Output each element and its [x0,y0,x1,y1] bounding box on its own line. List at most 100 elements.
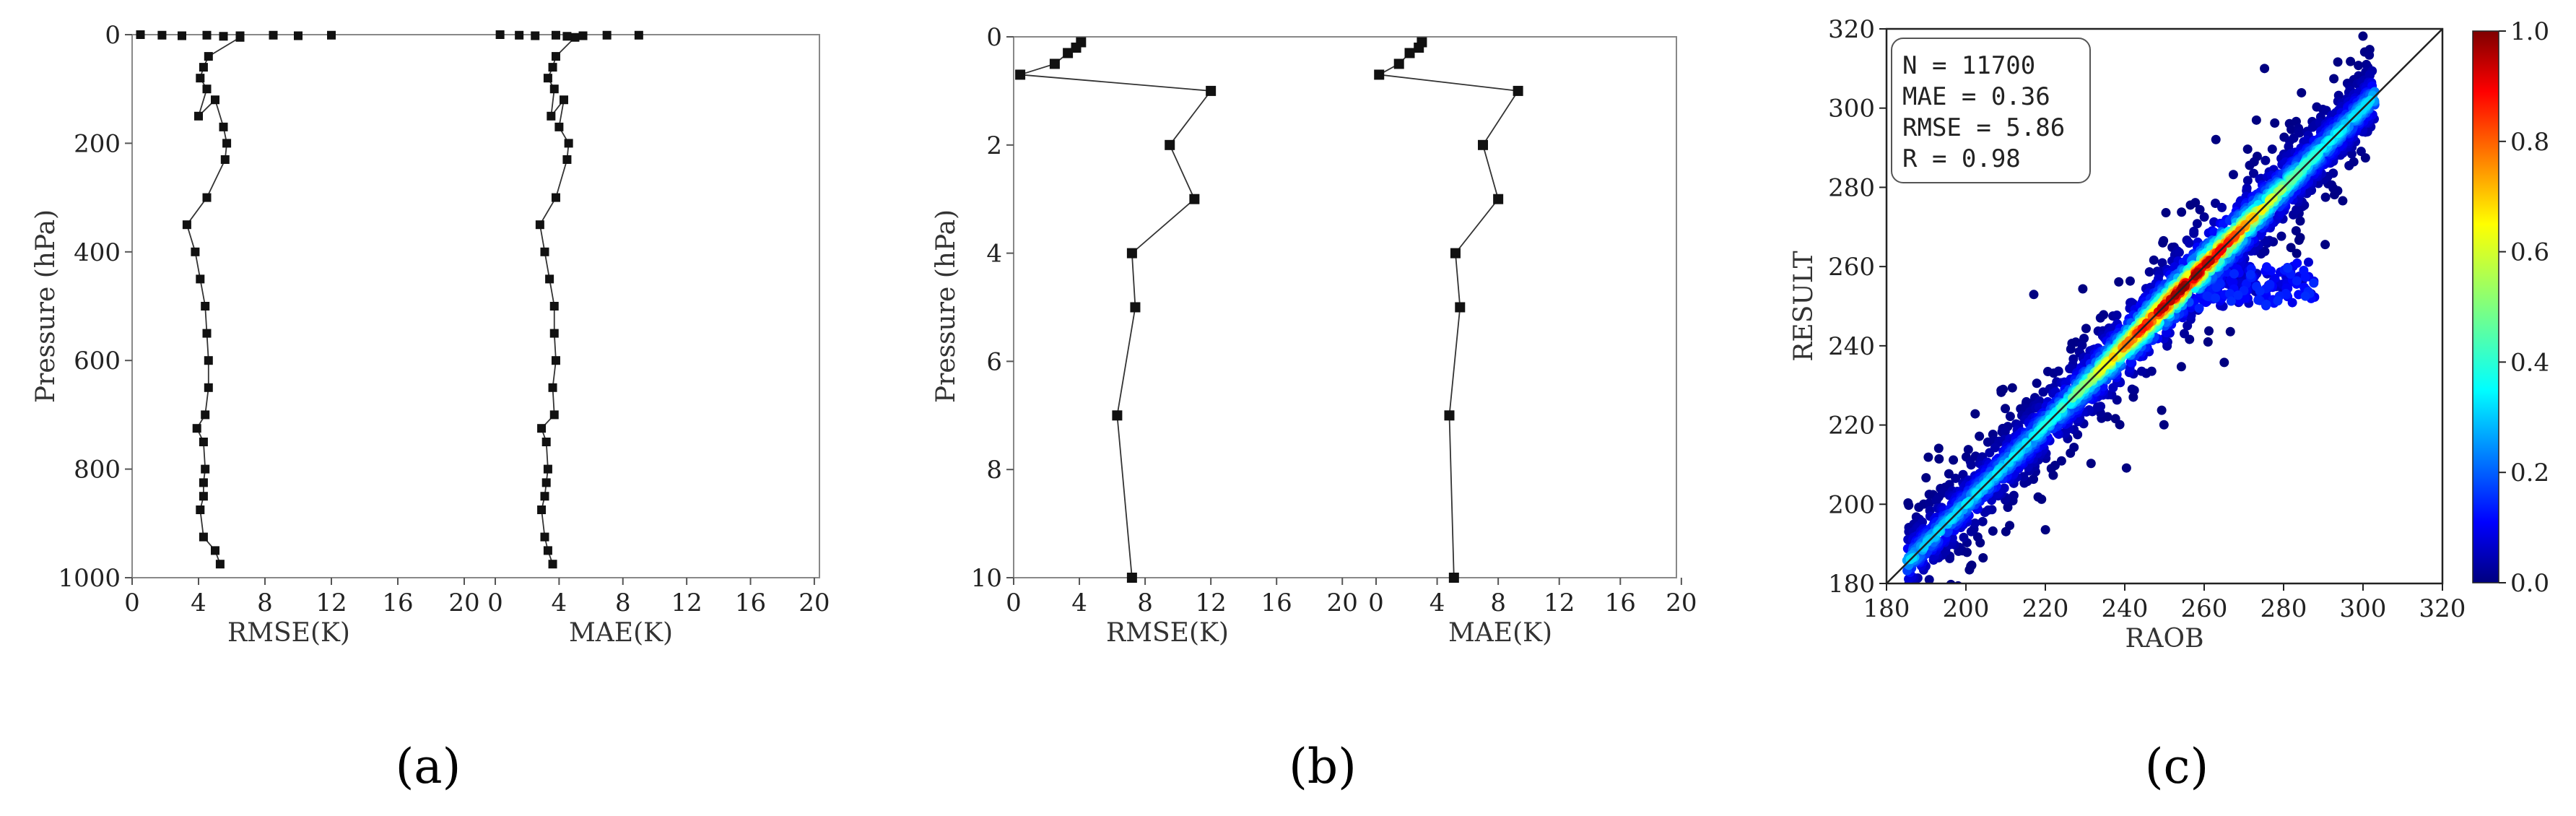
panel-a-mae-marker [540,492,549,501]
panel-c-x-tick-label: 240 [2102,594,2149,623]
panel-c-x-axis-label: RAOB [2125,624,2203,654]
panel-a-rmse-x-tick-label: 8 [257,589,273,617]
panel-c-x-tick-label: 200 [1943,594,1990,623]
scatter-point [1963,445,1973,455]
panel-a-mae-x-tick-label: 0 [487,589,503,617]
panel-b-rmse-marker [1130,302,1141,313]
panel-b: 0 2 4 6 8 10 Pressure (hPa) 0 4 8 12 16 20 0 4 8 12 16… [931,23,1697,648]
panel-a-mae-x-ticks: 0 4 8 12 16 20 [487,578,830,617]
colorbar-gradient [2472,30,2499,583]
scatter-point [2003,502,2013,512]
scatter-point [2292,248,2302,259]
scatter-point [1920,620,1929,629]
panel-b-mae-marker [1450,248,1461,259]
scatter-point [1980,507,1990,517]
scatter-point [1972,532,1983,542]
panel-a-rmse-marker [196,74,205,83]
panel-a-rmse-marker [202,84,212,94]
panel-b-rmse-marker [1165,139,1175,150]
panel-label-c: (c) [2145,739,2209,794]
panel-a-mae-marker [537,424,547,433]
panel-b-mae-line [1377,42,1520,578]
panel-c-y-tick-label: 220 [1828,412,1875,440]
panel-a-rmse-x-label: RMSE(K) [227,618,350,648]
panel-b-rmse-x-tick-label: 16 [1261,589,1292,617]
panel-b-rmse-line [1019,41,1212,578]
scatter-point [2177,207,2187,217]
panel-b-rmse-x-label: RMSE(K) [1106,618,1229,648]
scatter-point [2161,208,2171,218]
panel-a-rmse-top-marker [219,32,228,41]
scatter-point [2204,326,2214,336]
scatter-point [2033,492,2043,502]
scatter-point [2019,472,2029,482]
scatter-point [2286,243,2296,253]
panel-b-rmse-marker [1015,69,1026,80]
panel-b-rmse-x-tick-label: 12 [1196,589,1227,617]
panel-a-rmse-marker [211,546,219,555]
panel-a-rmse-top-marker [178,31,186,40]
panel-a-mae-top-marker [495,30,505,39]
panel-a-rmse-marker [215,560,225,569]
scatter-point [1931,495,1941,505]
scatter-point [1990,443,2000,453]
panel-a-rmse-top-marker [157,30,167,40]
scatter-point [2127,384,2137,394]
scatter-point [2081,324,2091,334]
scatter-point [2121,463,2131,473]
panel-a-rmse-series [136,30,336,569]
panel-c-one-to-one-line [1886,28,2443,584]
panel-a-rmse-x-tick-label: 0 [124,589,140,617]
stat-r: R = 0.98 [1902,144,2021,173]
scatter-point [1966,460,1976,470]
scatter-point [2066,344,2076,354]
scatter-point [1970,409,1980,419]
panel-b-mae-marker [1404,48,1415,58]
colorbar-tick-label: 1.0 [2510,17,2549,46]
scatter-point [2009,490,2019,500]
panel-b-rmse-x-tick-label: 8 [1137,589,1153,617]
panel-a-rmse-marker [222,139,232,148]
panel-b-mae-x-tick-label: 16 [1605,589,1636,617]
panel-a-mae-marker [549,302,559,311]
scatter-point [2292,204,2302,214]
panel-a-mae-marker [541,478,551,487]
panel-b-mae-marker [1374,69,1385,80]
stat-rmse: RMSE = 5.86 [1902,113,2065,142]
panel-a-frame [131,34,820,578]
colorbar-ticks: 0.0 0.2 0.4 0.6 0.8 1.0 [2499,17,2549,598]
scatter-point [2240,293,2250,303]
stat-n: N = 11700 [1902,51,2035,80]
panel-b-y-tick-label: 2 [986,131,1002,160]
panel-label-b: (b) [1289,739,1357,794]
scatter-point [2333,57,2343,67]
panel-c-stats-box: N = 11700 MAE = 0.36 RMSE = 5.86 R = 0.9… [1891,38,2091,183]
scatter-point [2242,175,2253,186]
scatter-point [2300,291,2310,301]
panel-b-rmse-marker [1071,42,1082,53]
panel-a-rmse-x-tick-label: 16 [382,589,413,617]
scatter-point [1967,560,1977,570]
scatter-point [1920,627,1930,636]
panel-a-mae-top-marker [515,30,524,40]
panel-a-mae-top-marker [578,31,588,40]
panel-b-frame [1013,36,1677,578]
panel-b-rmse-marker [1049,58,1060,69]
panel-b-y-tick-label: 10 [971,564,1002,593]
panel-a-mae-marker [541,438,551,446]
scatter-point [2292,258,2302,268]
colorbar-tick-label: 0.4 [2510,348,2549,377]
panel-a-rmse-marker [202,329,212,338]
panel-a-mae-marker [545,274,554,284]
scatter-point [2276,231,2286,241]
scatter-point [2251,115,2261,125]
panel-c-x-tick-label: 300 [2340,594,2387,623]
panel-a-mae-x-label: MAE(K) [569,618,673,648]
scatter-point [2007,383,2017,393]
scatter-point [2158,238,2168,248]
scatter-point [2202,291,2212,301]
scatter-point [2159,420,2169,430]
scatter-point [2099,310,2109,320]
scatter-point [2194,303,2204,313]
